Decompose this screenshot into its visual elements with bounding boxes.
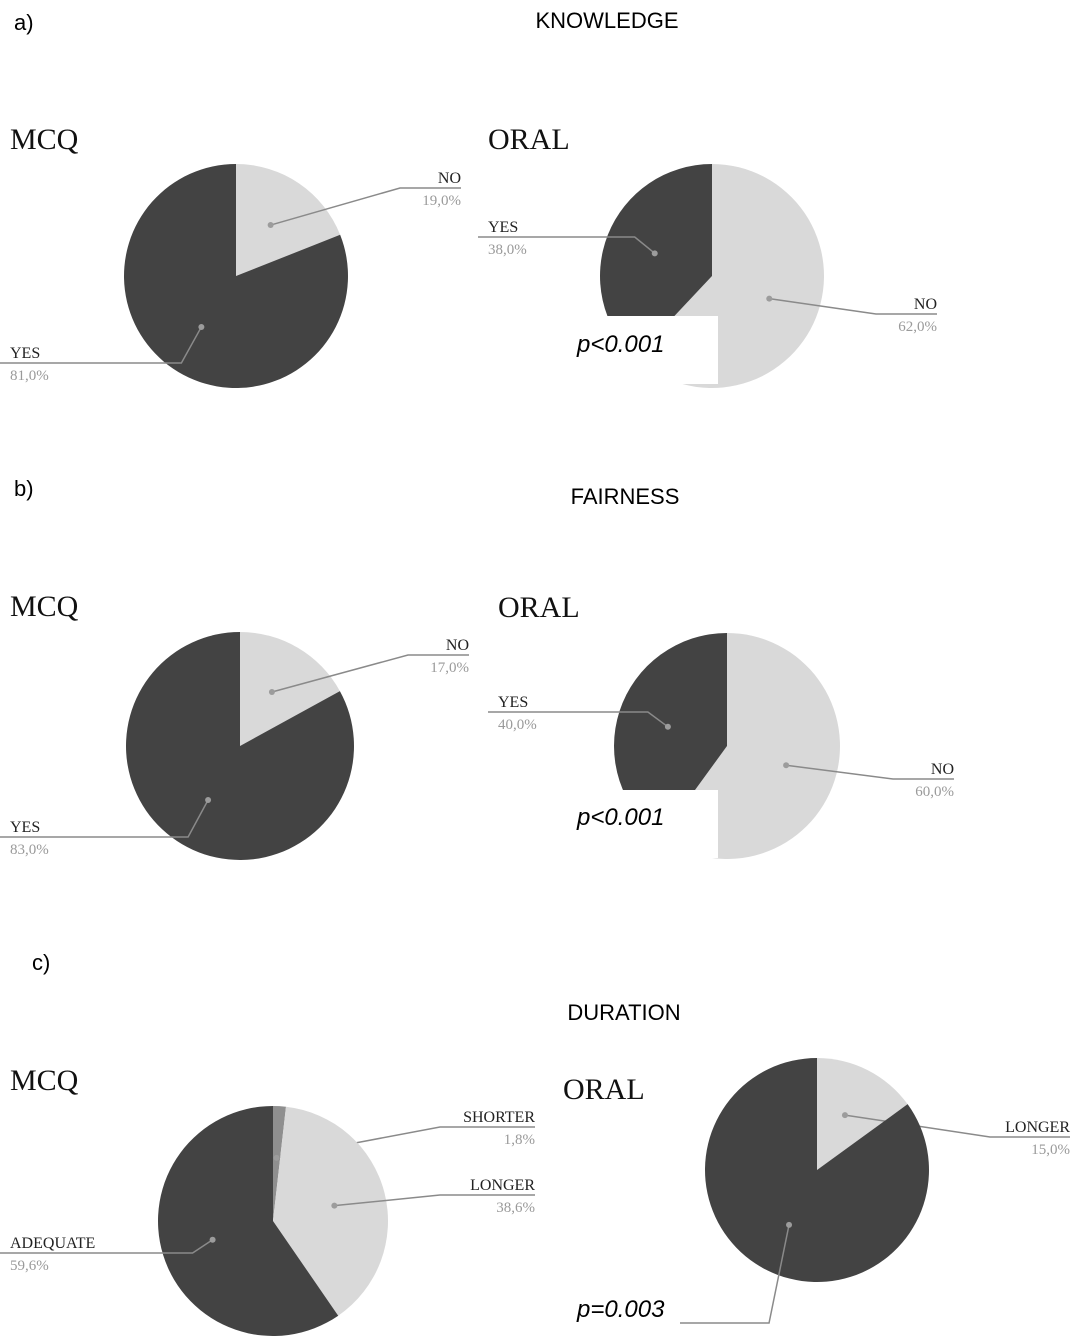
pie-slice-yes — [123, 164, 348, 388]
leader-line-adequate — [0, 1239, 214, 1254]
slice-label-longer: LONGER — [470, 1177, 535, 1194]
chart-title-mcq-duration: MCQ — [10, 1064, 79, 1097]
leader-line-yes — [488, 711, 669, 728]
section-title-fairness: FAIRNESS — [571, 484, 680, 509]
panel-label-b: b) — [14, 476, 34, 501]
slice-label-no: NO — [914, 296, 937, 313]
pvalue-knowledge: p<0.001 — [576, 331, 664, 358]
leader-dot-no — [268, 689, 275, 696]
slice-label-shorter: SHORTER — [463, 1109, 535, 1126]
leader-dot-adequate — [209, 1236, 216, 1243]
pie-mcq-knowledge: NO 19,0% YES 81,0% — [0, 164, 461, 388]
slice-value-no: 17,0% — [430, 660, 469, 676]
pie-oral-fairness: NO 60,0% YES 40,0% — [488, 633, 954, 859]
pie-slice-yes — [613, 633, 727, 838]
leader-line-no — [769, 297, 937, 315]
slice-value-shorter: 1,8% — [504, 1132, 535, 1148]
pie-slice-longer — [273, 1106, 388, 1316]
panel-label-a: a) — [14, 10, 34, 35]
slice-label-adequate: ADEQUATE — [10, 1235, 95, 1252]
pie-mcq-fairness: NO 17,0% YES 83,0% — [0, 632, 469, 860]
pie-slice-adequate — [158, 1106, 339, 1336]
pie-slice-shorter — [273, 1106, 286, 1221]
slice-value-adequate: 59,6% — [10, 1258, 49, 1274]
pie-slice-yes — [600, 164, 712, 358]
slice-value-yes: 38,0% — [488, 242, 527, 258]
leader-dot-longer — [331, 1202, 338, 1209]
chart-title-mcq-fairness: MCQ — [10, 590, 79, 623]
slice-label-yes: YES — [10, 819, 40, 836]
slice-label-no: NO — [931, 761, 954, 778]
chart-title-oral-knowledge: ORAL — [488, 123, 570, 156]
leader-line-yes — [0, 326, 203, 364]
slice-label-yes: YES — [488, 219, 518, 236]
chart-title-mcq-knowledge: MCQ — [10, 123, 79, 156]
chart-title-oral-fairness: ORAL — [498, 591, 580, 624]
slice-label-yes: YES — [10, 345, 40, 362]
slice-value-yes: 81,0% — [10, 368, 49, 384]
pie-charts: NO 19,0% YES 81,0% NO 62,0% YES 38,0% NO 17,0% YES… — [0, 164, 1070, 1336]
pie-oral-duration: LONGER 15,0% — [680, 1058, 1070, 1324]
leader-dot-no — [267, 222, 274, 229]
leader-line-no — [270, 187, 461, 226]
leader-line-yes — [478, 236, 656, 254]
pie-slice-yes — [125, 632, 354, 860]
slice-value-yes: 40,0% — [498, 717, 537, 733]
section-title-duration: DURATION — [567, 1000, 680, 1025]
pvalue-fairness: p<0.001 — [576, 804, 664, 831]
leader-dot-yes — [205, 796, 212, 803]
slice-value-no: 60,0% — [915, 784, 954, 800]
slice-value-no: 62,0% — [898, 319, 937, 335]
leader-dot-yes — [664, 723, 671, 730]
slice-label-no: NO — [438, 170, 461, 187]
section-title-knowledge: KNOWLEDGE — [535, 8, 678, 33]
slice-label-yes: YES — [498, 694, 528, 711]
pvalue-mask-fairness — [568, 790, 718, 858]
leader-dot-other — [786, 1221, 793, 1228]
slice-value-longer: 38,6% — [496, 1200, 535, 1216]
slice-label-no: NO — [446, 637, 469, 654]
leader-line-no — [786, 764, 954, 780]
slice-label-longer: LONGER — [1005, 1119, 1070, 1136]
pvalue-duration: p=0.003 — [576, 1296, 665, 1323]
leader-dot-no — [766, 295, 773, 302]
leader-line-longer — [334, 1194, 535, 1207]
chart-title-oral-duration: ORAL — [563, 1073, 645, 1106]
leader-dot-yes — [198, 323, 205, 330]
pie-slice-longer — [817, 1058, 908, 1170]
slice-value-no: 19,0% — [422, 193, 461, 209]
panel-label-c: c) — [32, 950, 50, 975]
leader-dot-longer — [841, 1112, 848, 1119]
leader-dot-no — [783, 762, 790, 769]
pie-mcq-duration: SHORTER 1,8% LONGER 38,6% ADEQUATE 59,6% — [0, 1106, 535, 1336]
leader-dot-shorter — [273, 1154, 280, 1161]
slice-value-yes: 83,0% — [10, 842, 49, 858]
leader-line-no — [271, 654, 469, 693]
leader-dot-yes — [651, 250, 658, 257]
pvalue-mask-knowledge — [568, 316, 718, 384]
pie-slice-other — [705, 1058, 929, 1282]
pie-slice-no — [240, 632, 340, 746]
slice-value-longer: 15,0% — [1031, 1142, 1070, 1158]
leader-line-yes — [0, 799, 209, 838]
leader-line-other — [680, 1224, 790, 1324]
